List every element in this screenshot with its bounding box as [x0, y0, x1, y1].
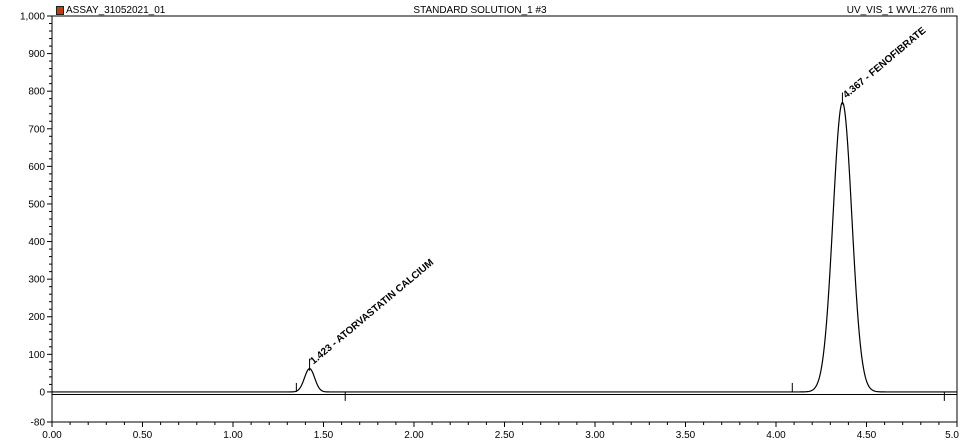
peak-label: 1.423 - ATORVASTATIN CALCIUM	[308, 257, 436, 367]
detector-channel: UV_VIS_1 WVL:276 nm	[846, 5, 954, 16]
y-tick-label: 300	[28, 275, 45, 286]
x-tick-label: 1.50	[314, 430, 334, 441]
y-tick-label: 700	[28, 124, 45, 135]
peak-label: 4.367 - FENOFIBRATE	[841, 25, 928, 101]
y-tick-label: 500	[28, 199, 45, 210]
y-tick-label: 900	[28, 49, 45, 60]
x-tick-label: 2.50	[495, 430, 515, 441]
x-tick-label: 1.00	[223, 430, 243, 441]
y-tick-label: -80	[31, 418, 46, 429]
y-axis: -80 0 100 200 300 400 500 600 700 800 900 1,000	[20, 12, 52, 429]
sequence-name: ASSAY_31052021_01	[66, 5, 166, 16]
x-tick-label: 4.00	[766, 430, 786, 441]
y-tick-label: 800	[28, 87, 45, 98]
y-tick-label: 600	[28, 162, 45, 173]
x-tick-label: 5.0	[945, 430, 959, 441]
integration-marks	[295, 382, 945, 401]
x-tick-label: 2.00	[404, 430, 424, 441]
y-tick-label: 400	[28, 237, 45, 248]
y-tick-label: 100	[28, 350, 45, 361]
x-tick-label: 3.00	[585, 430, 605, 441]
x-axis: 0.00 0.50 1.00 1.50 2.00 2.50 3.00 3.50 4.00 4.50…	[42, 422, 959, 441]
y-tick-label: 0	[39, 387, 45, 398]
injection-name: STANDARD SOLUTION_1 #3	[413, 5, 547, 16]
x-tick-label: 4.50	[857, 430, 877, 441]
x-tick-label: 0.50	[133, 430, 153, 441]
y-tick-label: 1,000	[20, 12, 45, 23]
x-tick-label: 0.00	[42, 430, 62, 441]
x-tick-label: 3.50	[676, 430, 696, 441]
plot-frame	[51, 15, 958, 423]
peak-labels: 1.423 - ATORVASTATIN CALCIUM 4.367 - FENO…	[308, 25, 928, 371]
y-tick-label: 200	[28, 312, 45, 323]
chromeleon-logo-icon	[56, 6, 64, 15]
chromatogram-trace	[52, 101, 957, 393]
